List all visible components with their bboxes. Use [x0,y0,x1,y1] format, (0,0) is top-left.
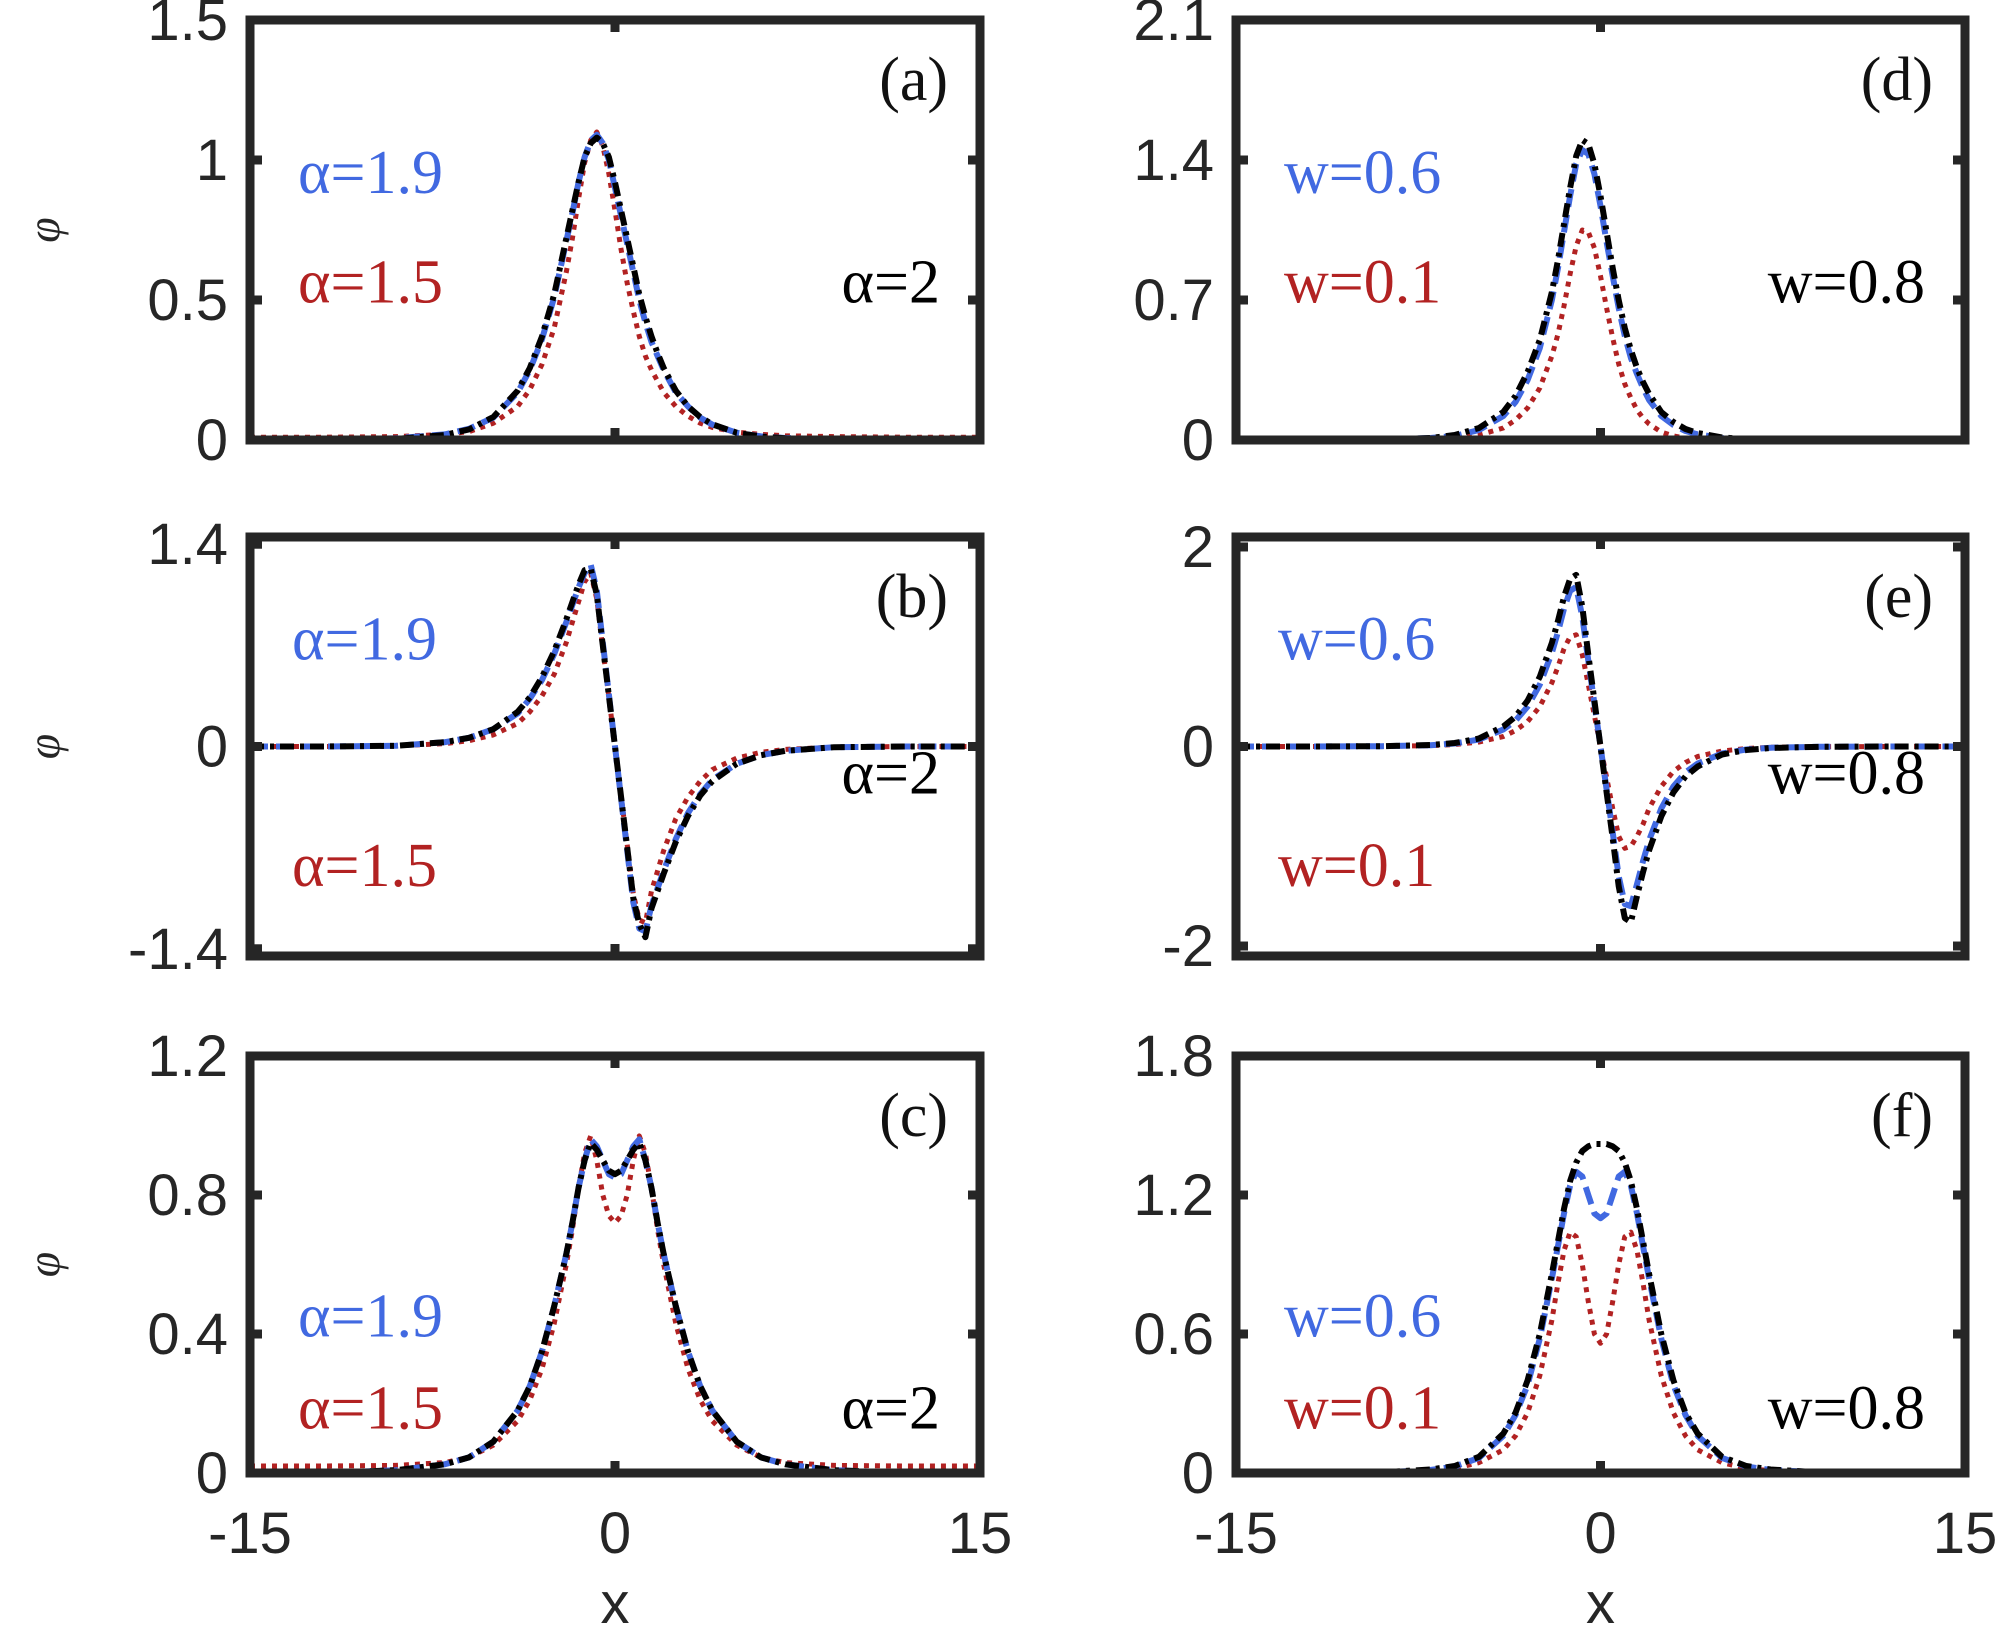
series-annotation: w=0.6 [1284,1283,1441,1351]
y-tick-label: 0.6 [1133,1302,1214,1367]
axes-box [245,15,985,445]
series-annotation: α=1.9 [298,1283,443,1351]
panel-label: (f) [1871,1082,1933,1150]
y-tick-label: 0 [196,1441,228,1506]
panel-f: 00.61.21.8-15 0 15x(f)w=0.6w=0.1 w=0.8 [1133,1024,1997,1636]
y-tick-label: 1.2 [147,1024,228,1089]
series-line-w-0.8 [1236,1141,1965,1473]
y-tick-label: 1.4 [1133,128,1214,193]
series-annotation: α=2 [842,1374,940,1442]
series-annotation: w=0.1 [1284,248,1441,316]
series-annotation: w=0.1 [1284,1374,1441,1442]
x-axis-label: x [1586,1571,1615,1636]
x-tick-label: -15 [208,1501,292,1566]
y-tick-label: 0 [1182,1441,1214,1506]
series-line-w-0.8 [1236,571,1965,926]
x-tick-label: 0 [1584,1501,1616,1566]
y-axis-label: φ [18,217,69,242]
series-annotation: α=1.9 [292,606,437,674]
series-line---2 [250,1139,980,1473]
series-annotation: α=1.5 [298,248,443,316]
panel-b: -1.4 0 1.4 φ (b) α=1.9 α=1.5 α=2 [18,512,985,982]
panel-e: -2 0 2 (e) w=0.6 w=0.1 w=0.8 [1162,515,1970,979]
y-tick-label: 1.8 [1133,1024,1214,1089]
y-tick-label: 1 [196,128,228,193]
panel-d: 0 0.7 1.4 2.1 (d) w=0.6 w=0.1 w=0.8 [1133,0,1970,473]
series-annotation: α=2 [842,248,940,316]
y-tick-label: 0 [196,715,228,780]
series-line-w-0.6 [1236,147,1965,440]
x-axis-label: x [601,1571,630,1636]
series-line-w-0.8 [1236,137,1965,440]
panel-label: (d) [1861,46,1933,114]
series-line---2 [250,565,980,941]
y-tick-label: 1.5 [147,0,228,53]
x-tick-label: -15 [1194,1501,1278,1566]
y-tick-label: 0.7 [1133,268,1214,333]
y-tick-label: 2.1 [1133,0,1214,53]
series-annotation: w=0.8 [1768,248,1925,316]
panel-a: 0 0.5 1 1.5 φ (a) α=1.9 α=1.5 α=2 [18,0,985,473]
y-axis-label: φ [18,734,69,759]
x-tick-label: 0 [599,1501,631,1566]
y-axis-label: φ [18,1252,69,1277]
series-annotation: α=1.9 [298,139,443,207]
y-tick-label: -2 [1162,914,1214,979]
y-tick-label: 0.8 [147,1163,228,1228]
x-tick-label: 15 [948,1501,1013,1566]
panel-label: (a) [879,46,948,114]
x-tick-label: 15 [1933,1501,1998,1566]
y-tick-label: 0 [1182,408,1214,473]
series-line-w-0.1 [1236,632,1965,851]
series-annotation: α=1.5 [298,1374,443,1442]
panel-label: (e) [1864,563,1933,631]
series-annotation: α=2 [842,740,940,808]
y-tick-label: 0 [1182,715,1214,780]
y-tick-label: 2 [1182,515,1214,580]
series-line---2 [250,134,980,440]
series-annotation: w=0.8 [1768,740,1925,808]
series-line---1.9 [250,1136,980,1473]
y-tick-label: 1.2 [1133,1163,1214,1228]
y-tick-label: 0.5 [147,268,228,333]
series-annotation: w=0.6 [1284,139,1441,207]
y-tick-label: -1.4 [128,917,228,982]
series-annotation: w=0.6 [1278,606,1435,674]
series-annotation: α=1.5 [292,832,437,900]
series-annotation: w=0.1 [1278,832,1435,900]
series-line-w-0.1 [1236,1229,1965,1473]
panel-label: (c) [879,1082,948,1150]
y-tick-label: 1.4 [147,512,228,577]
y-tick-label: 0 [196,408,228,473]
series-annotation: w=0.8 [1768,1374,1925,1442]
axes-box [1231,15,1970,445]
panel-label: (b) [876,563,948,631]
y-tick-label: 0.4 [147,1302,228,1367]
